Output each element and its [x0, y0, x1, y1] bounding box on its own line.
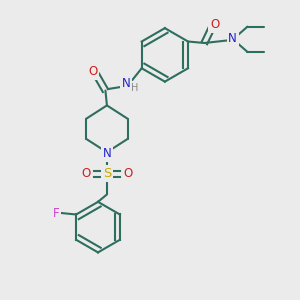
Text: S: S	[103, 167, 111, 180]
Text: O: O	[210, 18, 219, 31]
Text: O: O	[124, 167, 133, 180]
Text: F: F	[52, 206, 59, 220]
Text: H: H	[131, 82, 139, 93]
Text: N: N	[122, 77, 130, 90]
Text: O: O	[81, 167, 90, 180]
Text: N: N	[103, 147, 111, 160]
Text: N: N	[228, 32, 237, 45]
Text: O: O	[88, 65, 98, 78]
